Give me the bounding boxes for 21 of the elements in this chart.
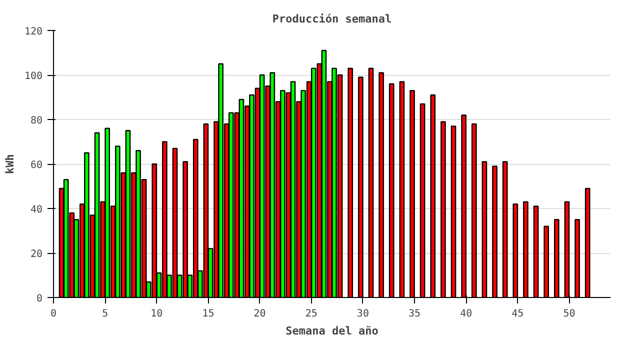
y-tick-label: 60 — [30, 160, 43, 171]
x-tick-label: 35 — [408, 308, 421, 320]
y-tick-label: 0 — [36, 294, 43, 304]
y-tick-label: 120 — [24, 26, 42, 38]
y-tick-label: 40 — [30, 204, 43, 216]
x-tick-label: 10 — [150, 308, 163, 320]
x-tick-label: 0 — [50, 308, 57, 320]
x-tick-label: 50 — [563, 308, 576, 320]
x-tick-label: 15 — [202, 308, 214, 320]
x-axis-title: Semana del año — [286, 324, 379, 338]
y-axis-title: kWh — [3, 154, 16, 174]
x-tick-label: 20 — [254, 308, 266, 320]
x-tick-label: 45 — [512, 308, 524, 320]
x-tick-label: 30 — [356, 308, 369, 320]
x-tick-label: 40 — [460, 308, 472, 320]
y-tick-label: 100 — [24, 71, 42, 82]
chart-title: Producción semanal — [272, 12, 392, 26]
y-tick-label: 80 — [30, 116, 43, 126]
x-tick-label: 5 — [102, 308, 108, 320]
y-tick-label: 20 — [30, 249, 43, 260]
x-tick-label: 25 — [305, 308, 318, 320]
